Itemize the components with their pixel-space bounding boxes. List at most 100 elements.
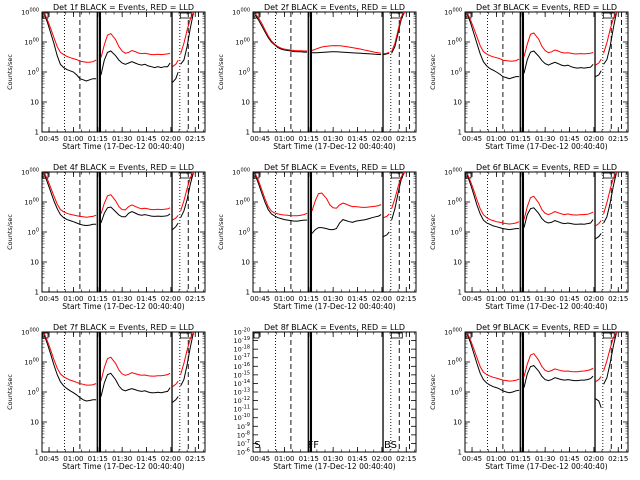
y-tick-label: 10-20 [234, 328, 250, 337]
y-tick-label: 100 [28, 228, 39, 237]
events-series-line [466, 13, 520, 80]
x-axis-label: Start Time (17-Dec-12 00:40:40) [485, 142, 607, 151]
y-tick-label: 10 [241, 259, 250, 267]
detector-panel-2: Det 2f BLACK = Events, RED = LLD 00:45 01:… [217, 3, 417, 151]
x-tick-label: 02:00 [584, 455, 604, 463]
y-tick-label: 10-18 [234, 345, 250, 354]
corner-marker [179, 12, 192, 19]
y-tick-label: 10 [453, 419, 462, 427]
x-tick-label: 01:30 [323, 135, 343, 143]
x-tick-label: 01:30 [112, 295, 132, 303]
y-tick-label: 1 [458, 129, 462, 137]
lld-series-line [311, 45, 382, 54]
y-axis-label: Counts/sec [6, 54, 14, 90]
x-tick-label: 01:15 [511, 135, 531, 143]
lld-series-line [391, 172, 406, 209]
y-tick-label: 10000 [444, 328, 462, 337]
x-tick-label: 00:45 [39, 295, 59, 303]
x-tick-label: 01:45 [136, 295, 156, 303]
x-tick-label: 02:15 [396, 455, 416, 463]
y-tick-label: 10 [241, 99, 250, 107]
events-series-line [466, 333, 520, 394]
y-tick-label: 10-8 [237, 430, 250, 439]
x-tick-label: 02:00 [161, 135, 181, 143]
events-series-line [100, 372, 171, 397]
x-tick-label: 01:45 [559, 295, 579, 303]
lld-series-line [100, 356, 171, 382]
x-tick-label: 01:45 [136, 135, 156, 143]
x-tick-label: 02:15 [396, 135, 416, 143]
y-tick-label: 1 [35, 129, 39, 137]
x-axis-label: Start Time (17-Dec-12 00:40:40) [62, 462, 184, 471]
x-axis-label: Start Time (17-Dec-12 00:40:40) [273, 302, 395, 311]
mode-annotation: BS [384, 440, 397, 451]
lld-series-line [180, 172, 195, 212]
x-tick-label: 01:45 [347, 455, 367, 463]
events-series-line [100, 206, 171, 224]
x-tick-label: 01:15 [511, 455, 531, 463]
events-series-line [523, 50, 594, 74]
panel-title: Det 6f BLACK = Events, RED = LLD [476, 163, 617, 172]
events-series-line [603, 12, 618, 65]
y-tick-label: 10000 [21, 8, 39, 17]
x-tick-label: 00:45 [462, 135, 482, 143]
y-tick-label: 10-15 [234, 370, 250, 379]
y-tick-label: 10-7 [237, 439, 250, 448]
events-series-line [100, 50, 171, 76]
x-tick-label: 02:00 [584, 295, 604, 303]
events-series-line [595, 233, 602, 240]
events-series-line [43, 13, 97, 82]
events-series-line [383, 52, 390, 56]
y-tick-label: 10 [453, 259, 462, 267]
y-tick-label: 100 [451, 68, 462, 77]
corner-marker [390, 332, 403, 339]
x-axis-label: Start Time (17-Dec-12 00:40:40) [485, 302, 607, 311]
x-tick-label: 01:45 [347, 295, 367, 303]
x-axis-label: Start Time (17-Dec-12 00:40:40) [62, 142, 184, 151]
y-tick-label: 10-19 [234, 336, 250, 345]
mode-annotation: S [254, 440, 260, 451]
events-series-line [391, 12, 406, 54]
x-tick-label: 01:00 [274, 295, 294, 303]
lld-series-line [180, 332, 195, 375]
x-tick-label: 01:45 [559, 455, 579, 463]
x-tick-label: 01:15 [299, 455, 319, 463]
events-series-line [172, 71, 179, 83]
y-tick-label: 10-6 [237, 448, 250, 457]
x-tick-label: 01:30 [323, 455, 343, 463]
x-tick-label: 02:00 [584, 135, 604, 143]
y-tick-label: 10000 [232, 8, 250, 17]
detector-panel-1: Det 1f BLACK = Events, RED = LLD 00:45 01:… [6, 3, 206, 151]
x-tick-label: 00:45 [250, 135, 270, 143]
x-tick-label: 01:30 [112, 135, 132, 143]
y-tick-label: 10000 [21, 328, 39, 337]
y-tick-label: 10000 [21, 168, 39, 177]
y-tick-label: 1 [35, 449, 39, 457]
x-tick-label: 00:45 [462, 455, 482, 463]
x-tick-label: 01:45 [136, 455, 156, 463]
y-tick-label: 10-12 [234, 396, 250, 405]
x-tick-label: 01:00 [274, 135, 294, 143]
x-tick-label: 01:45 [347, 135, 367, 143]
events-series-line [466, 174, 520, 231]
events-series-line [603, 172, 618, 224]
events-series-line [180, 12, 195, 65]
lld-series-line [466, 332, 520, 382]
y-tick-label: 10-13 [234, 388, 250, 397]
events-series-line [595, 70, 602, 78]
x-axis-label: Start Time (17-Dec-12 00:40:40) [62, 302, 184, 311]
lld-series-line [603, 12, 618, 54]
x-tick-label: 02:00 [372, 455, 392, 463]
x-tick-label: 00:45 [39, 455, 59, 463]
x-tick-label: 01:15 [299, 295, 319, 303]
y-tick-label: 10000 [444, 8, 462, 17]
lld-series-line [466, 12, 520, 62]
y-tick-label: 10-9 [237, 422, 250, 431]
y-tick-label: 1000 [447, 358, 462, 367]
detector-panel-4: Det 4f BLACK = Events, RED = LLD 00:45 01:… [6, 163, 206, 311]
x-tick-label: 02:15 [608, 135, 628, 143]
x-tick-label: 01:15 [88, 455, 108, 463]
x-tick-label: 02:15 [185, 135, 205, 143]
lld-series-line [391, 12, 406, 52]
